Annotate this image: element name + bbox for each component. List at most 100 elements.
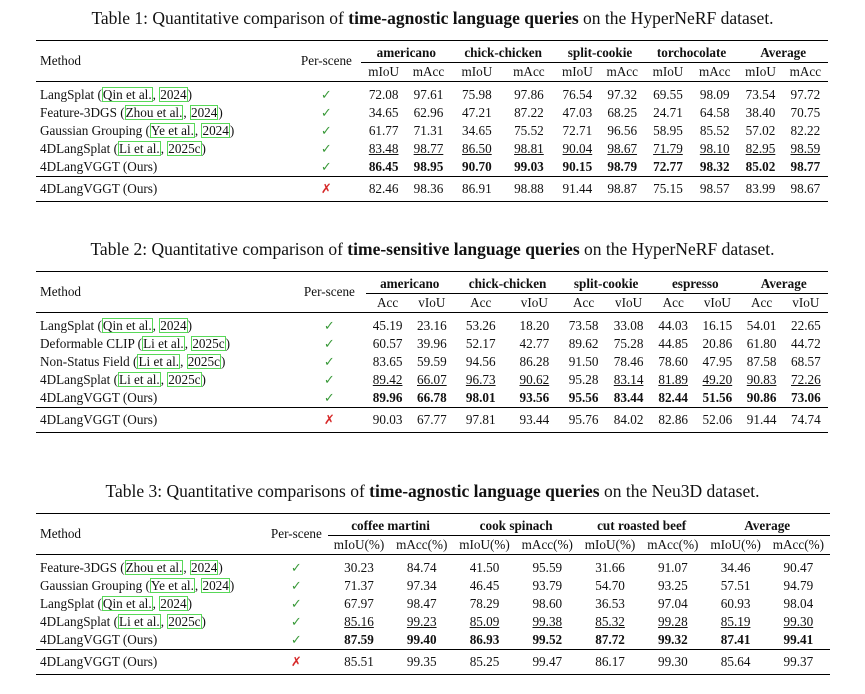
citation-link[interactable]: Qin et al. xyxy=(101,318,153,333)
value-cell: 85.32 xyxy=(579,613,641,631)
value-cell: 83.48 xyxy=(361,140,405,158)
value-cell: 87.22 xyxy=(503,104,556,122)
value-cell: 97.72 xyxy=(783,82,828,105)
value-cell: 44.03 xyxy=(651,313,695,336)
value-cell: 87.41 xyxy=(704,631,766,650)
method-cell: 4DLangSplat (Li et al., 2025c) xyxy=(40,614,206,629)
citation-link[interactable]: Qin et al. xyxy=(101,596,153,611)
value-cell: 61.80 xyxy=(739,335,783,353)
method-cell: Non-Status Field (Li et al., 2025c) xyxy=(40,354,226,369)
metric-header: Acc xyxy=(453,293,508,313)
value: 47.21 xyxy=(462,105,492,120)
value-cell: 61.77 xyxy=(361,122,405,140)
value: 98.59 xyxy=(790,141,821,156)
check-mark: ✓ xyxy=(323,336,335,351)
citation-link[interactable]: Ye et al. xyxy=(149,123,195,138)
value: 83.44 xyxy=(613,390,644,405)
value: 95.28 xyxy=(568,372,599,387)
value: 36.53 xyxy=(595,596,625,611)
value: 91.07 xyxy=(657,560,688,575)
value: 98.77 xyxy=(790,159,821,174)
value: 98.09 xyxy=(699,87,730,102)
method-name: 4DLangSplat xyxy=(40,372,111,387)
citation-year-link[interactable]: 2025c xyxy=(167,141,202,156)
value: 90.83 xyxy=(746,372,777,387)
value-cell: 67.77 xyxy=(409,407,454,433)
citation-link[interactable]: Ye et al. xyxy=(149,578,195,593)
value: 51.56 xyxy=(702,390,733,405)
value: 73.06 xyxy=(791,390,821,405)
value: 76.54 xyxy=(562,87,593,102)
value-cell: 98.36 xyxy=(405,176,452,202)
method-name: 4DLangVGGT (Ours) xyxy=(40,390,158,405)
value: 73.54 xyxy=(745,87,776,102)
citation-year-link[interactable]: 2024 xyxy=(159,87,188,102)
value: 97.34 xyxy=(406,578,437,593)
value-cell: 87.59 xyxy=(328,631,390,650)
value: 98.81 xyxy=(514,141,544,156)
citation-year-link[interactable]: 2024 xyxy=(201,123,230,138)
citation-year-link[interactable]: 2024 xyxy=(159,318,188,333)
metric-header-row: Acc vIoU Acc vIoU Acc vIoU Acc vIoU Acc vIoU xyxy=(36,293,828,313)
citation-year-link[interactable]: 2025c xyxy=(191,336,226,351)
value: 58.95 xyxy=(653,123,683,138)
citation-year-link[interactable]: 2024 xyxy=(201,578,230,593)
value-cell: 90.70 xyxy=(451,158,503,177)
citation-link[interactable]: Li et al. xyxy=(118,372,161,387)
value-cell: 98.79 xyxy=(600,158,645,177)
citation-year-link[interactable]: 2024 xyxy=(189,105,219,120)
value: 99.03 xyxy=(514,159,544,174)
value-cell: 98.09 xyxy=(691,82,738,105)
method-name: 4DLangVGGT (Ours) xyxy=(40,632,158,647)
value: 82.22 xyxy=(790,123,821,138)
value-cell: 98.47 xyxy=(390,595,453,613)
value-cell: 97.34 xyxy=(390,577,453,595)
citation-link[interactable]: Zhou et al. xyxy=(124,560,184,575)
citation-link[interactable]: Qin et al. xyxy=(101,87,153,102)
table-row: Feature-3DGS (Zhou et al., 2024) ✓ 30.23 84… xyxy=(36,555,830,578)
citation-link[interactable]: Zhou et al. xyxy=(124,105,184,120)
value: 59.59 xyxy=(417,354,447,369)
citation-link[interactable]: Li et al. xyxy=(118,141,161,156)
value-cell: 98.60 xyxy=(516,595,579,613)
metric-header: vIoU xyxy=(409,293,454,313)
citation-link[interactable]: Li et al. xyxy=(142,336,185,351)
citation-link[interactable]: Li et al. xyxy=(118,614,161,629)
citation-year-link[interactable]: 2024 xyxy=(159,596,188,611)
value: 85.19 xyxy=(720,614,751,629)
metric-header-row: mIoU(%) mAcc(%) mIoU(%) mAcc(%) mIoU(%) mAcc(… xyxy=(36,535,830,555)
citation-year-link[interactable]: 2024 xyxy=(189,560,219,575)
value: 95.59 xyxy=(532,560,563,575)
value-cell: 71.31 xyxy=(406,122,451,140)
value: 54.70 xyxy=(595,578,625,593)
value-cell: 99.30 xyxy=(767,613,830,631)
metric-header: Acc xyxy=(739,293,784,313)
value: 44.03 xyxy=(658,318,689,333)
table-row-no-perscene: 4DLangVGGT (Ours) ✗ 90.03 67.77 97.81 93.44 95… xyxy=(36,407,828,433)
value: 62.96 xyxy=(413,105,444,120)
value: 85.52 xyxy=(699,123,730,138)
method-cell: 4DLangVGGT (Ours) xyxy=(36,158,291,177)
value-cell: 72.26 xyxy=(784,371,828,389)
method-name: Non-Status Field xyxy=(40,354,130,369)
metric-header: mAcc(%) xyxy=(390,535,454,555)
check-mark: ✓ xyxy=(320,105,332,120)
table3-caption: Table 3: Quantitative comparisons of tim… xyxy=(105,481,760,501)
citation-year-link[interactable]: 2025c xyxy=(167,372,202,387)
value: 85.16 xyxy=(344,614,374,629)
group-header: Average xyxy=(739,271,828,294)
group-header-row: Method Per-scene americano chick-chicken spl… xyxy=(36,271,828,313)
value: 22.65 xyxy=(791,318,821,333)
method-header: Method xyxy=(36,271,294,313)
citation-year-link[interactable]: 2025c xyxy=(167,614,202,629)
method-name: 4DLangVGGT (Ours) xyxy=(40,159,158,174)
value-cell: 52.17 xyxy=(454,335,508,353)
citation-year-link[interactable]: 2025c xyxy=(186,354,221,369)
citation-link[interactable]: Li et al. xyxy=(137,354,181,369)
method-cell: 4DLangSplat (Li et al., 2025c) xyxy=(40,141,206,156)
value-cell: 38.40 xyxy=(738,104,782,122)
cross-mark: ✗ xyxy=(293,407,366,433)
value-cell: 67.97 xyxy=(328,595,390,613)
value-cell: 99.41 xyxy=(767,631,830,650)
table-row: 4DLangSplat (Li et al., 2025c) ✓ 89.42 66.0… xyxy=(36,371,828,389)
